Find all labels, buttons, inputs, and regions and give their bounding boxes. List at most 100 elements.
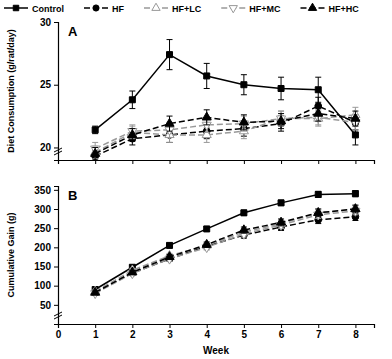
marker [241,82,247,88]
figure: 202530ADiet Consumption (g/rat/day)Contr… [0,0,392,359]
marker [202,112,211,120]
x-tick-label: 1 [93,329,99,340]
y-tick: 300 [34,204,58,215]
series-line [95,194,355,290]
y-tick: 100 [34,280,58,291]
legend-item: HF+HC [301,3,360,13]
marker [314,108,323,116]
y-tick-mark [54,190,58,191]
series [92,213,359,296]
x-tick-label: 4 [204,329,210,340]
x-tick-mark [207,324,208,328]
y-axis-line [54,23,59,161]
series [91,107,360,158]
marker [202,240,211,248]
error-bar [241,75,247,95]
marker [91,287,100,295]
y-tick-label: 150 [34,261,51,272]
marker [278,200,284,206]
series-line [95,209,355,293]
error-bar [167,40,173,70]
x-tick-mark [132,324,133,328]
marker [278,85,284,91]
x-tick [318,160,319,164]
x-tick: 3 [167,324,173,340]
legend-label: HF+MC [249,4,281,14]
error-bar [315,191,321,197]
series [91,207,360,299]
axis-break [54,148,62,155]
x-tick [207,160,208,164]
series [92,40,358,145]
x-tick-label: 3 [167,329,173,340]
y-axis: 202530 [40,17,59,161]
x-tick [355,160,356,164]
y-tick-mark [54,267,58,268]
x-tick-label: 5 [242,329,248,340]
x-tick-mark [318,324,319,328]
y-axis-title: Cumulative Gain (g) [6,212,16,297]
y-axis: 50100150200250300350 [34,185,58,325]
marker [351,204,360,212]
x-tick-label: 8 [353,329,359,340]
y-tick-label: 250 [34,223,51,234]
y-tick: 50 [40,300,58,311]
y-tick-mark [54,247,58,248]
panel-label: A [68,24,78,39]
x-tick-label: 2 [130,329,136,340]
series-line [95,55,355,135]
marker [352,132,358,138]
y-tick-mark [54,228,58,229]
series [91,106,360,160]
marker [165,118,174,126]
legend-label: Control [32,4,64,14]
y-tick: 250 [34,223,58,234]
y-tick: 30 [40,17,58,28]
y-tick-mark [54,209,58,210]
y-tick-label: 25 [40,79,52,90]
x-tick: 0 [56,324,62,340]
y-tick-label: 50 [40,300,52,311]
x-tick [281,160,282,164]
marker [276,116,285,124]
marker [241,210,247,216]
legend-label: HF+LC [172,4,202,14]
y-tick-label: 300 [34,204,51,215]
error-bar [129,91,135,109]
legend-item: HF+MC [221,4,281,14]
x-tick-mark [355,324,356,328]
error-bar [352,191,358,197]
series-line [95,217,355,293]
x-tick: 7 [316,324,322,340]
marker [315,87,321,93]
x-tick [244,160,245,164]
marker [92,127,98,133]
legend-item: HF [84,4,124,14]
marker [204,226,210,232]
y-tick-mark [54,22,58,23]
series [91,204,360,294]
marker [239,225,248,233]
x-tick: 2 [130,324,136,340]
legend-item: HF+LC [144,3,202,13]
x-tick: 8 [353,324,359,340]
y-tick-mark [54,85,58,86]
x-tick: 4 [204,324,210,340]
marker [315,191,321,197]
x-tick [132,160,133,164]
marker [204,73,210,79]
marker [314,208,323,216]
marker [129,97,135,103]
y-axis-line [54,187,59,325]
x-tick-mark [170,160,171,164]
y-axis-title: Diet Consumption (g/rat/day) [6,29,16,153]
series [92,97,359,161]
x-tick-mark [132,160,133,164]
x-tick-mark [95,324,96,328]
y-tick-label: 200 [34,242,51,253]
y-tick-label: 30 [40,17,52,28]
x-axis: 012345678 [56,324,375,340]
series [92,191,358,293]
marker [351,113,360,121]
legend-marker [93,5,99,11]
